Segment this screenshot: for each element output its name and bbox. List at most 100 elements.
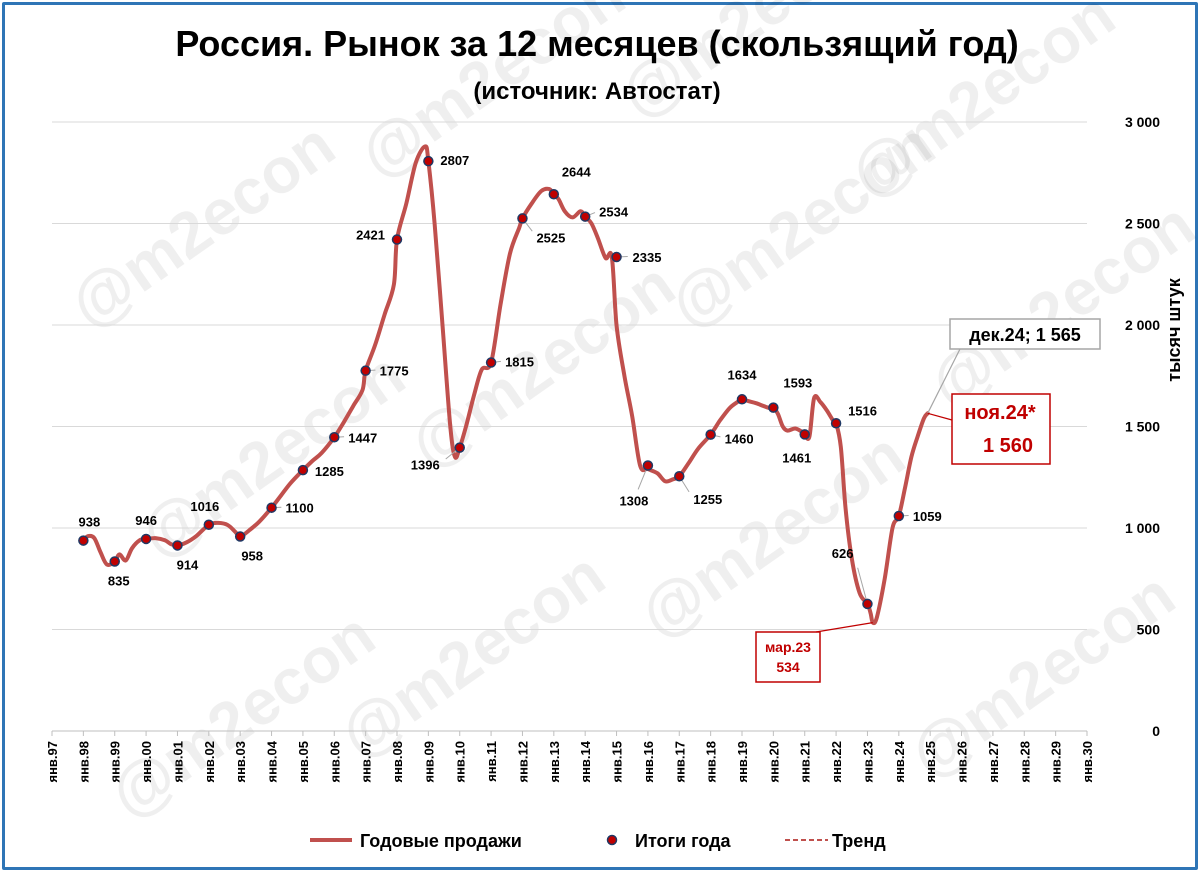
y-tick-label: 1 500 bbox=[1125, 419, 1160, 435]
data-label: 1634 bbox=[728, 367, 758, 382]
data-label: 1461 bbox=[782, 450, 811, 465]
data-label: 914 bbox=[177, 557, 199, 572]
y-tick-label: 3 000 bbox=[1125, 114, 1160, 130]
x-tick-label: янв.04 bbox=[265, 740, 280, 782]
data-label: 1815 bbox=[505, 355, 534, 370]
year-end-point bbox=[140, 533, 152, 545]
x-tick-label: янв.98 bbox=[76, 741, 91, 783]
data-label: 946 bbox=[135, 513, 157, 528]
year-end-point bbox=[799, 429, 810, 440]
x-tick-label: янв.19 bbox=[735, 741, 750, 783]
watermark-text: @m2econ bbox=[57, 108, 348, 342]
x-tick-label: янв.17 bbox=[672, 741, 687, 783]
x-tick-label: янв.06 bbox=[327, 741, 342, 783]
last-value-label: дек.24; 1 565 bbox=[969, 325, 1081, 345]
data-label: 1396 bbox=[411, 458, 440, 473]
data-label: 958 bbox=[241, 549, 263, 564]
x-tick-label: янв.08 bbox=[390, 741, 405, 783]
legend-label-sales: Годовые продажи bbox=[360, 831, 522, 851]
y-axis-ticks: 0 500 1 000 1 500 2 000 2 500 3 000 bbox=[1125, 114, 1160, 739]
year-end-point bbox=[674, 470, 685, 482]
min-leader bbox=[815, 622, 873, 633]
year-end-point bbox=[736, 394, 748, 405]
year-end-point bbox=[297, 464, 309, 476]
chart-title: Россия. Рынок за 12 месяцев (скользящий … bbox=[175, 23, 1018, 64]
data-labels: 938 835 946 914 1016 958 1100 1285 1447 1775 2421 2… bbox=[79, 153, 942, 588]
x-tick-label: янв.13 bbox=[547, 741, 562, 783]
data-label: 1593 bbox=[783, 376, 812, 391]
x-tick-label: янв.26 bbox=[955, 741, 970, 783]
nov-leader bbox=[927, 412, 953, 421]
data-label: 1100 bbox=[286, 501, 314, 516]
data-label: 1775 bbox=[380, 364, 409, 379]
year-end-point bbox=[893, 510, 905, 522]
watermark-text: @m2econ bbox=[657, 108, 948, 342]
x-tick-label: янв.16 bbox=[641, 741, 656, 783]
x-tick-label: янв.24 bbox=[892, 740, 907, 782]
x-tick-label: янв.20 bbox=[766, 741, 781, 783]
year-end-point bbox=[862, 598, 873, 610]
x-tick-label: янв.22 bbox=[829, 741, 844, 783]
y-tick-label: 500 bbox=[1137, 622, 1161, 638]
year-end-point bbox=[517, 213, 528, 224]
x-axis-ticks: янв.97 янв.98 янв.99 янв.00 янв.01 янв.02 янв.… bbox=[45, 731, 1095, 783]
year-end-point bbox=[391, 234, 403, 245]
watermark-text: @m2econ bbox=[627, 418, 918, 652]
data-label: 938 bbox=[79, 515, 101, 530]
x-tick-label: янв.03 bbox=[233, 741, 248, 783]
data-label: 1308 bbox=[619, 493, 648, 508]
chart-subtitle: (источник: Автостат) bbox=[473, 78, 720, 105]
year-end-point bbox=[360, 365, 371, 376]
last-value-box bbox=[949, 318, 1101, 350]
x-tick-label: янв.14 bbox=[578, 740, 593, 782]
x-tick-label: янв.28 bbox=[1017, 741, 1032, 783]
x-tick-label: янв.01 bbox=[170, 741, 185, 783]
year-end-point bbox=[485, 357, 497, 368]
data-label: 2525 bbox=[536, 230, 565, 245]
x-tick-label: янв.12 bbox=[515, 741, 530, 783]
year-end-point bbox=[329, 432, 340, 443]
year-end-point bbox=[454, 442, 465, 453]
x-tick-label: янв.99 bbox=[108, 741, 123, 783]
x-tick-label: янв.30 bbox=[1080, 741, 1095, 783]
nov-box bbox=[951, 393, 1051, 465]
year-end-point bbox=[78, 535, 89, 546]
x-tick-label: янв.07 bbox=[359, 741, 374, 783]
x-tick-label: янв.27 bbox=[986, 741, 1001, 783]
watermark-text: @m2econ bbox=[127, 338, 418, 572]
x-tick-label: янв.09 bbox=[421, 741, 436, 783]
watermark-text: @m2econ bbox=[607, 0, 898, 131]
watermark-text: @m2econ bbox=[897, 558, 1188, 792]
data-label: 1255 bbox=[693, 492, 722, 507]
label-leader bbox=[857, 567, 868, 605]
min-value: 534 bbox=[776, 659, 800, 675]
year-end-points bbox=[78, 155, 905, 610]
year-end-point bbox=[579, 211, 591, 222]
y-tick-label: 2 500 bbox=[1125, 216, 1160, 232]
y-tick-label: 2 000 bbox=[1125, 317, 1160, 333]
last-value-leader bbox=[927, 348, 961, 414]
x-tick-label: янв.21 bbox=[798, 741, 813, 783]
x-tick-label: янв.15 bbox=[610, 741, 625, 783]
x-tick-label: янв.05 bbox=[296, 741, 311, 783]
year-end-point bbox=[203, 519, 215, 531]
x-tick-label: янв.10 bbox=[453, 741, 468, 783]
year-end-point bbox=[830, 418, 842, 429]
data-label: 2421 bbox=[356, 228, 385, 243]
year-end-point bbox=[611, 251, 622, 263]
data-label: 626 bbox=[832, 546, 854, 561]
year-end-point bbox=[642, 460, 654, 471]
y-tick-label: 1 000 bbox=[1125, 520, 1160, 536]
annotations: дек.24; 1 565 ноя.24* 1 560 мар.23 534 bbox=[755, 318, 1101, 683]
nov-label: ноя.24* bbox=[964, 402, 1036, 424]
legend-label-trend: Тренд bbox=[832, 831, 886, 851]
year-end-point bbox=[705, 429, 716, 440]
data-label: 835 bbox=[108, 573, 130, 588]
legend-swatch-year bbox=[606, 834, 618, 846]
nov-value: 1 560 bbox=[983, 435, 1033, 457]
data-label: 2335 bbox=[633, 250, 662, 265]
year-end-point bbox=[234, 531, 246, 542]
x-tick-label: янв.23 bbox=[860, 741, 875, 783]
legend-label-year: Итоги года bbox=[635, 831, 732, 851]
